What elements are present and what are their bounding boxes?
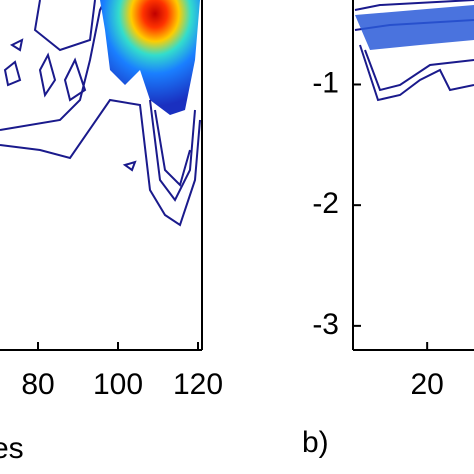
- x-tick-label: 100: [93, 368, 143, 401]
- x-axis-label: es: [0, 432, 24, 465]
- y-tick-label: -3: [312, 308, 339, 341]
- x-tick-label: 20: [410, 368, 443, 401]
- contours-right: [354, 0, 474, 102]
- heatmap: [100, 0, 200, 115]
- x-tick-label: 80: [21, 368, 54, 401]
- y-tick-label: -1: [312, 66, 339, 99]
- x-tick-label: 120: [173, 368, 223, 401]
- contours-left: [0, 0, 201, 227]
- panel-label: b): [302, 426, 329, 459]
- y-tick-label: -2: [312, 187, 339, 220]
- axes: [0, 0, 474, 351]
- heatmap: [355, 5, 474, 50]
